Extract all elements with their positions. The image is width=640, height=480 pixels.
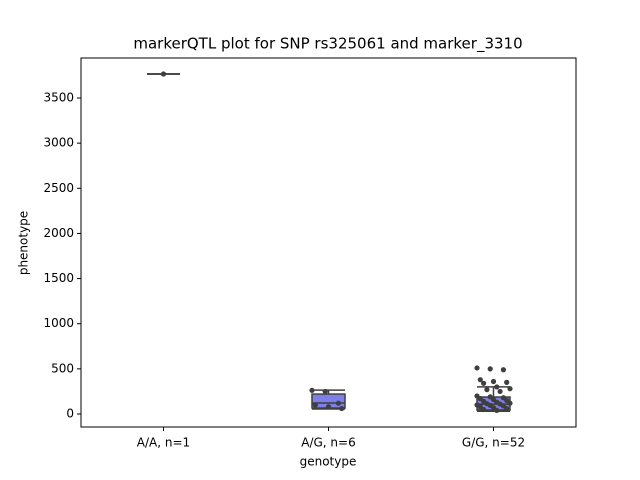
y-axis-label: phenotype — [17, 211, 31, 275]
data-point — [322, 388, 328, 395]
data-point — [160, 71, 167, 77]
data-point — [504, 405, 510, 412]
data-point — [494, 407, 500, 413]
y-tick-label: 3000 — [43, 136, 74, 150]
data-point — [339, 405, 345, 412]
data-point — [490, 378, 497, 385]
data-point — [474, 365, 480, 371]
plot-frame — [80, 57, 577, 428]
chart-title: markerQTL plot for SNP rs325061 and mark… — [133, 35, 522, 54]
y-tick-label: 1500 — [43, 271, 74, 285]
data-point — [325, 404, 332, 410]
data-point — [335, 400, 341, 406]
data-point — [500, 367, 506, 373]
data-point — [481, 380, 487, 386]
y-tick-label: 2000 — [43, 226, 74, 240]
data-point — [487, 366, 493, 372]
data-point — [507, 400, 513, 406]
data-point — [309, 387, 315, 393]
data-point — [481, 406, 487, 413]
x-axis-label: genotype — [300, 455, 357, 469]
data-point — [494, 384, 500, 390]
x-tick-label: A/A, n=1 — [137, 436, 190, 450]
x-tick-label: G/G, n=52 — [462, 436, 525, 450]
data-point — [312, 402, 318, 408]
y-tick-label: 2500 — [43, 181, 74, 195]
x-tick-label: A/G, n=6 — [301, 436, 355, 450]
data-point — [484, 387, 490, 393]
y-tick-label: 0 — [66, 406, 74, 420]
data-point — [507, 386, 513, 392]
data-point — [497, 388, 503, 395]
y-tick-label: 500 — [51, 361, 74, 375]
y-tick-label: 1000 — [43, 316, 74, 330]
y-tick-label: 3500 — [43, 90, 74, 104]
data-point — [504, 379, 510, 385]
data-point — [477, 377, 483, 383]
